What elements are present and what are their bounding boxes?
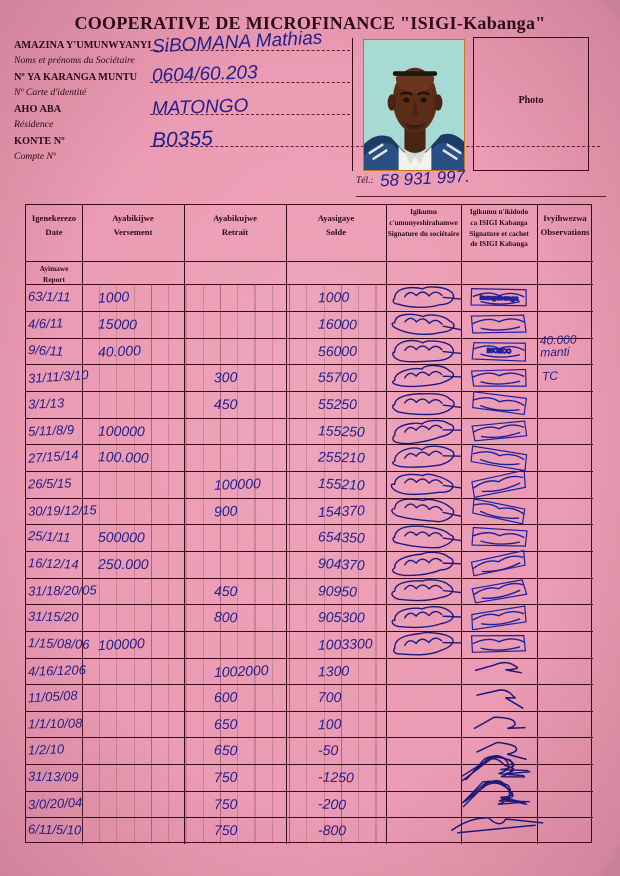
svg-text:Isangabanga: Isangabanga <box>480 294 519 302</box>
svg-text:BICECO: BICECO <box>487 347 512 355</box>
